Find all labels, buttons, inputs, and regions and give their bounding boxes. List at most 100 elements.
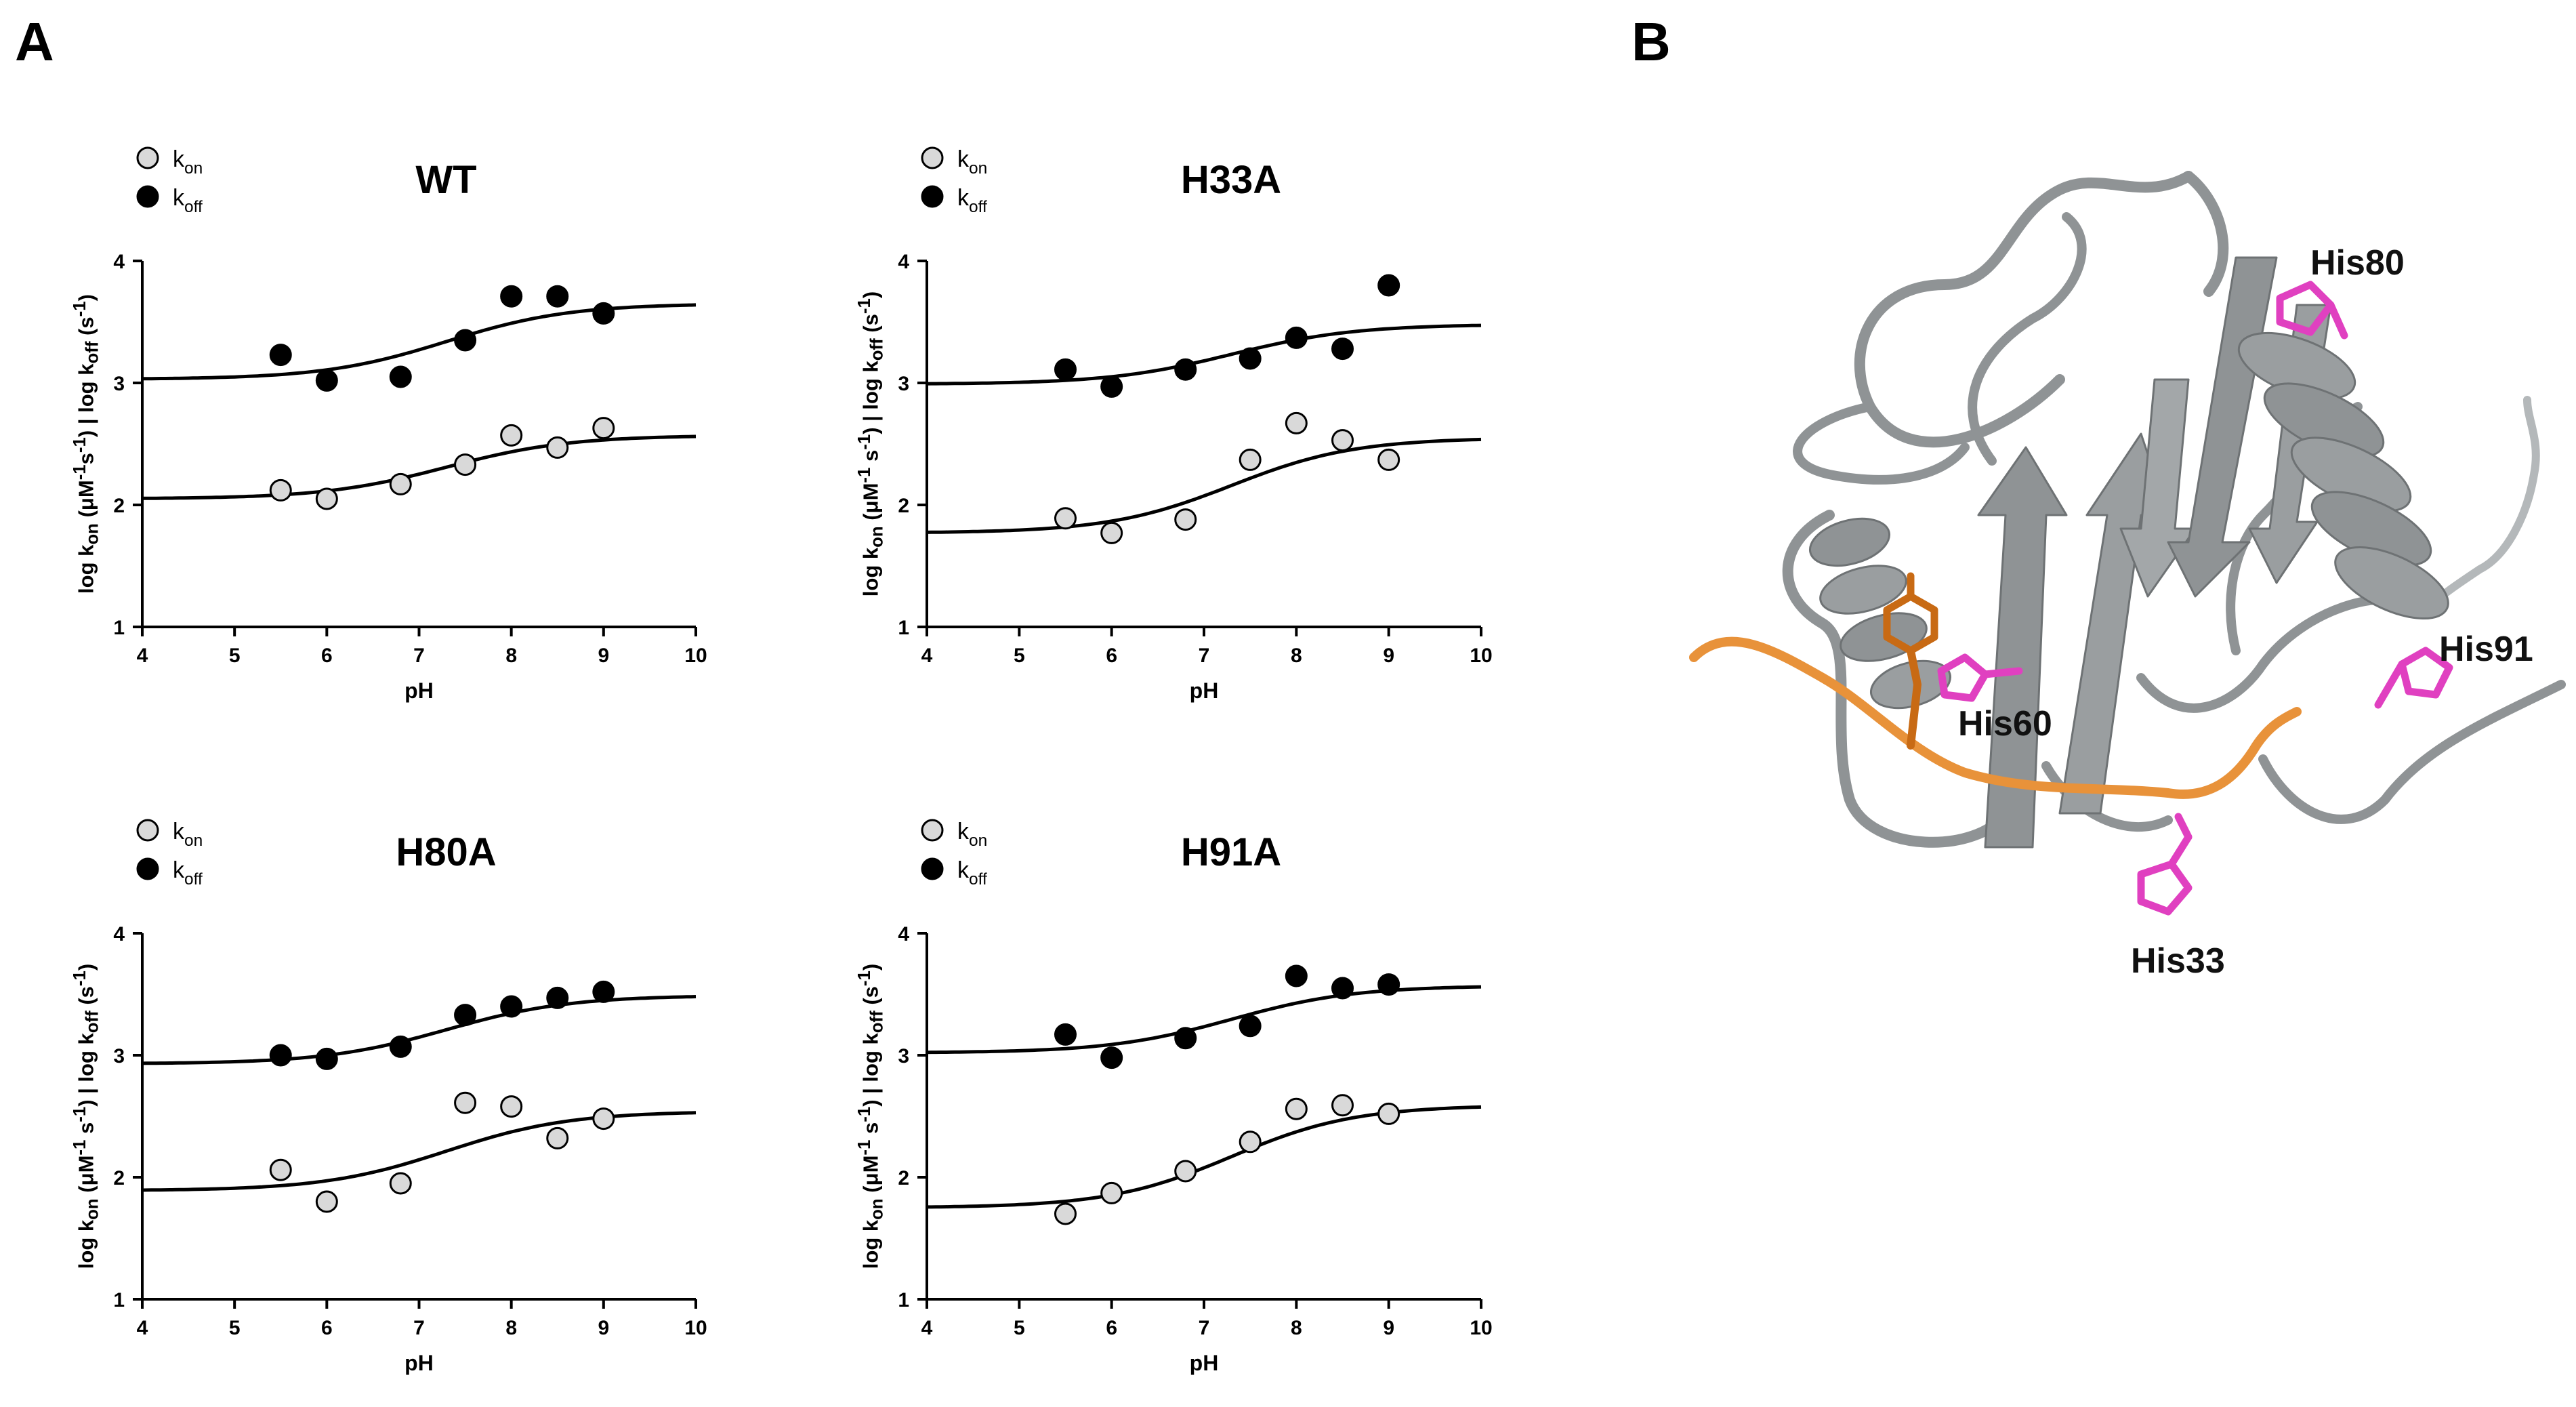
data-point-koff [1331, 977, 1354, 1000]
y-tick-label: 2 [113, 1167, 125, 1189]
data-point-koff [546, 285, 569, 308]
chart-h33a: H33A kon koff 4 5 6 7 8 9 10 1 2 3 4 pH log kon (μM-1 s… [855, 146, 1493, 703]
y-tick-label: 4 [113, 251, 125, 273]
data-point-kon [1377, 1102, 1400, 1125]
data-point-kon [1100, 521, 1123, 544]
data-point-koff [1377, 973, 1400, 996]
x-tick-label: 9 [1383, 1317, 1394, 1339]
protein-loop [2258, 680, 2566, 824]
data-point-kon [1174, 1160, 1197, 1183]
data-point-kon [1174, 508, 1197, 531]
label-his33: His33 [2131, 941, 2225, 981]
x-axis-label: pH [404, 678, 434, 703]
legend-label-koff: koff [173, 857, 203, 889]
protein-cartoon [1782, 171, 2566, 849]
x-tick-label: 8 [505, 1317, 517, 1339]
data-point-kon [1054, 1202, 1077, 1225]
fit-curve-koff [926, 323, 1482, 386]
data-point-koff [546, 986, 569, 1009]
data-point-koff [1331, 338, 1354, 361]
x-tick-label: 5 [1014, 1317, 1025, 1339]
data-point-kon [454, 1091, 477, 1114]
panel-label-b: B [1632, 12, 1671, 72]
legend-marker-kon [136, 146, 159, 169]
x-axis-label: pH [1190, 678, 1219, 703]
y-tick-label: 4 [898, 923, 909, 945]
his60-residue [1937, 653, 2023, 702]
y-tick-label: 4 [898, 251, 909, 273]
y-axis-label: log kon (μM-1 s-1) | log koff (s-1) [855, 291, 887, 596]
fit-curve-kon [926, 437, 1482, 534]
protein-structure-panel-b: His80 His91 His60 His33 [1689, 171, 2566, 981]
data-point-kon [500, 424, 523, 447]
data-point-koff [1174, 1027, 1197, 1050]
x-tick-label: 8 [505, 645, 517, 667]
data-point-koff [500, 285, 523, 308]
x-axis-label: pH [1190, 1351, 1219, 1375]
x-tick-label: 8 [1291, 645, 1302, 667]
data-point-koff [389, 365, 412, 388]
y-tick-label: 3 [113, 373, 125, 395]
data-point-kon [546, 1126, 569, 1149]
data-point-koff [454, 329, 477, 352]
x-tick-label: 6 [321, 1317, 333, 1339]
legend-label-kon: kon [173, 146, 203, 178]
label-his80: His80 [2310, 243, 2405, 283]
chart-h91a: H91A kon koff 4 5 6 7 8 9 10 1 2 3 4 pH log kon (μM-1 s… [855, 819, 1493, 1375]
x-tick-label: 6 [321, 645, 333, 667]
peptide-backbone [1689, 636, 2302, 799]
data-point-koff [1054, 358, 1077, 381]
alpha-helix-right [2237, 331, 2449, 620]
histidine-residues [1937, 281, 2453, 916]
data-point-koff [1054, 1023, 1077, 1046]
y-tick-label: 1 [898, 617, 909, 639]
x-tick-label: 4 [137, 1317, 148, 1339]
data-point-kon [546, 436, 569, 459]
x-axis-label: pH [404, 1351, 434, 1375]
y-tick-label: 3 [898, 1045, 909, 1067]
y-tick-label: 3 [898, 373, 909, 395]
legend-marker-kon [136, 819, 159, 842]
data-point-koff [1100, 1046, 1123, 1069]
data-point-kon [389, 472, 412, 495]
x-tick-label: 7 [413, 1317, 425, 1339]
chart-title: WT [415, 158, 476, 202]
legend-label-kon: kon [957, 819, 987, 850]
fit-curve-kon [927, 1105, 1482, 1209]
chart-title: H91A [1181, 830, 1281, 874]
data-point-kon [454, 453, 477, 476]
data-point-kon [1239, 1130, 1262, 1154]
fit-curve-kon [142, 434, 697, 500]
y-axis-label: log kon (μM-1s-1) | log koff (s-1) [70, 294, 102, 594]
x-tick-label: 7 [1199, 645, 1210, 667]
data-point-koff [1239, 1015, 1262, 1038]
x-tick-label: 5 [229, 1317, 241, 1339]
legend-label-koff: koff [957, 857, 987, 889]
x-tick-label: 9 [598, 1317, 609, 1339]
data-point-kon [1331, 1094, 1354, 1117]
protein-loop [1968, 212, 2087, 466]
data-point-kon [269, 478, 292, 502]
legend-marker-koff [921, 857, 944, 880]
data-point-koff [592, 302, 615, 325]
data-point-koff [592, 980, 615, 1003]
protein-loop [1782, 510, 2011, 848]
data-point-kon [315, 487, 338, 510]
fit-curve-koff [926, 985, 1482, 1055]
chart-h80a: H80A kon koff 4 5 6 7 8 9 10 1 2 3 4 pH log kon (μM-1 s… [70, 819, 707, 1375]
y-tick-label: 3 [113, 1045, 125, 1067]
his91-residue [2374, 647, 2453, 709]
data-point-kon [1054, 507, 1077, 530]
data-point-kon [389, 1172, 412, 1195]
his80-residue [2276, 281, 2348, 340]
x-tick-label: 10 [684, 645, 707, 667]
protein-loop [1854, 171, 2194, 448]
x-tick-label: 10 [1470, 645, 1492, 667]
data-point-kon [592, 417, 615, 440]
y-tick-label: 2 [898, 495, 909, 517]
data-point-koff [1285, 326, 1308, 349]
label-his60: His60 [1958, 704, 2052, 743]
data-point-koff [1377, 274, 1400, 297]
data-point-koff [269, 344, 292, 367]
